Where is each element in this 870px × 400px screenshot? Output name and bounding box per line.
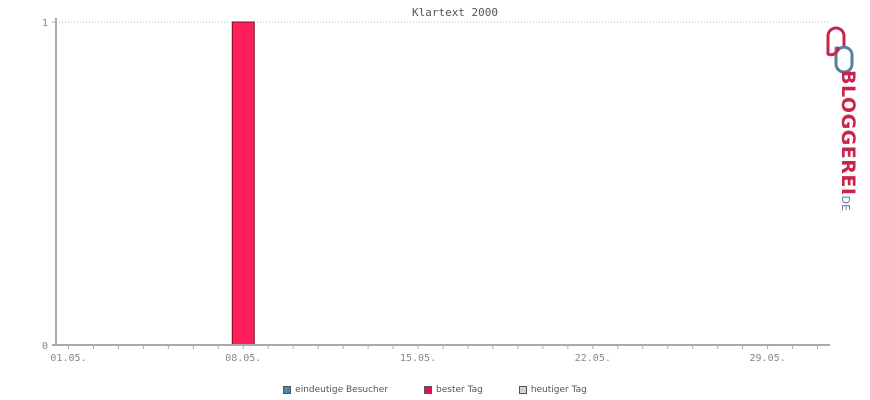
x-tick-label-0805: 08.05.	[225, 353, 261, 364]
legend-swatch-visitors	[283, 386, 292, 394]
y-tick-label-1: 1	[42, 18, 48, 29]
bloggerei-logo: BLOGGEREI .DE	[826, 26, 859, 211]
legend-label-visitors: eindeutige Besucher	[295, 385, 388, 395]
x-tick-label-1505: 15.05.	[400, 353, 436, 364]
x-tick-label-2205: 22.05.	[575, 353, 611, 364]
logo-mark-icon	[826, 26, 854, 74]
tick-labels: 0 1 01.05. 08.05. 15.05. 22.05. 29.05.	[42, 18, 786, 364]
bars	[231, 21, 255, 346]
legend-item-today: heutiger Tag	[518, 385, 587, 395]
legend-item-visitors: eindeutige Besucher	[283, 385, 388, 395]
legend-swatch-today	[518, 386, 527, 394]
chart-legend: eindeutige Besucher bester Tag heutiger …	[0, 385, 870, 395]
legend-label-best-day: bester Tag	[436, 385, 483, 395]
chart-title: Klartext 2000	[412, 6, 498, 19]
y-tick-label-0: 0	[42, 341, 48, 352]
logo-text: BLOGGEREI	[837, 70, 859, 195]
x-tick-label-2905: 29.05.	[750, 353, 786, 364]
legend-label-today: heutiger Tag	[530, 385, 587, 395]
legend-swatch-best-day	[424, 386, 432, 394]
logo-suffix: .DE	[839, 192, 852, 211]
axes	[52, 18, 830, 349]
legend-item-best-day: bester Tag	[424, 385, 483, 395]
x-tick-label-0105: 01.05.	[50, 353, 86, 364]
bar-0805	[231, 21, 255, 346]
